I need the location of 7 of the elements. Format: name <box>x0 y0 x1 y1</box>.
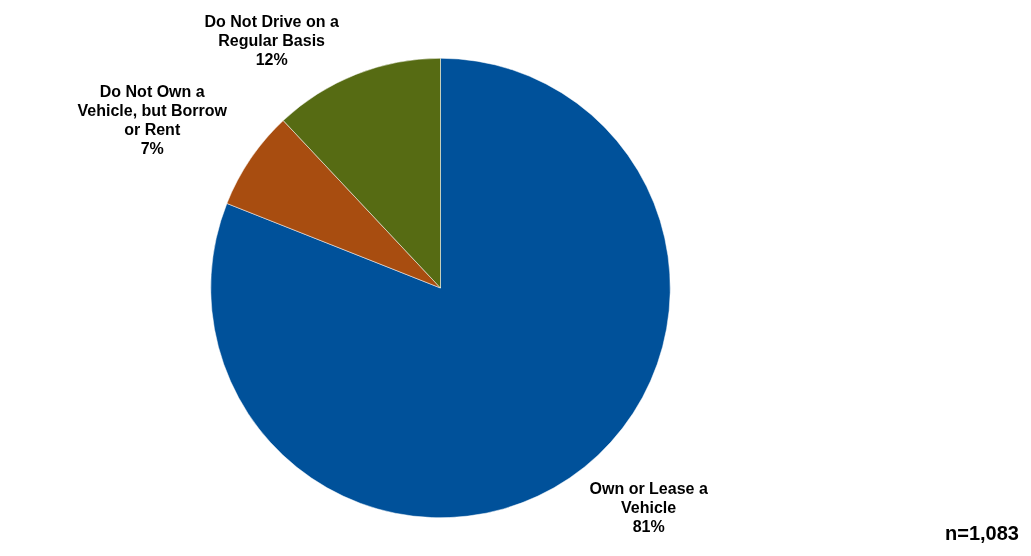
slice-label: Do Not Drive on a Regular Basis <box>204 12 339 49</box>
text: n=1,083 <box>945 521 1019 544</box>
slice-label: Own or Lease a Vehicle <box>589 480 708 517</box>
data-label: 81% <box>632 518 665 536</box>
slice-label: Do Not Own a Vehicle, but Borrow or Rent <box>77 83 228 139</box>
data-label: 12% <box>255 50 288 68</box>
data-label: 7% <box>140 140 164 158</box>
